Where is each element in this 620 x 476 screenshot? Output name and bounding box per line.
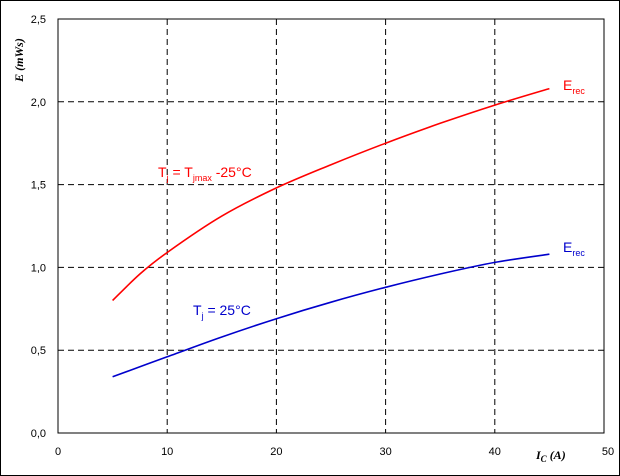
y-tick-label: 0,5 <box>31 345 46 357</box>
series-line-2 <box>112 253 550 378</box>
x-tick-label: 0 <box>55 446 61 458</box>
series-annotation: Tj = 25°C <box>193 302 251 321</box>
x-tick-label: 40 <box>489 446 501 458</box>
x-tick-label: 10 <box>161 446 173 458</box>
x-axis-label: IC (A) <box>535 448 566 464</box>
y-tick-label: 1,5 <box>31 180 46 192</box>
y-tick-label: 1,0 <box>31 262 46 274</box>
x-tick-label: 20 <box>270 446 282 458</box>
series-line-1 <box>112 87 550 302</box>
y-tick-label: 2,0 <box>31 97 46 109</box>
plot-area <box>57 18 605 434</box>
x-tick-label: 30 <box>379 446 391 458</box>
series-annotation: Erec <box>563 239 585 258</box>
tick-labels: 0 10 20 30 40 50 0,0 0,5 1,0 1,5 2,0 2,5 <box>31 14 614 458</box>
y-tick-label: 0,0 <box>31 428 46 440</box>
series-annotation: Tj = Tjmax -25°C <box>158 164 252 183</box>
x-tick-label: 50 <box>602 446 614 458</box>
y-axis-label: E (mWs) <box>12 38 26 83</box>
annotations: Tj = Tjmax -25°C Erec Tj = 25°C Erec <box>158 77 585 321</box>
series-lines <box>112 87 550 378</box>
grid-lines <box>58 19 604 433</box>
y-tick-label: 2,5 <box>31 14 46 26</box>
series-annotation: Erec <box>563 77 585 96</box>
